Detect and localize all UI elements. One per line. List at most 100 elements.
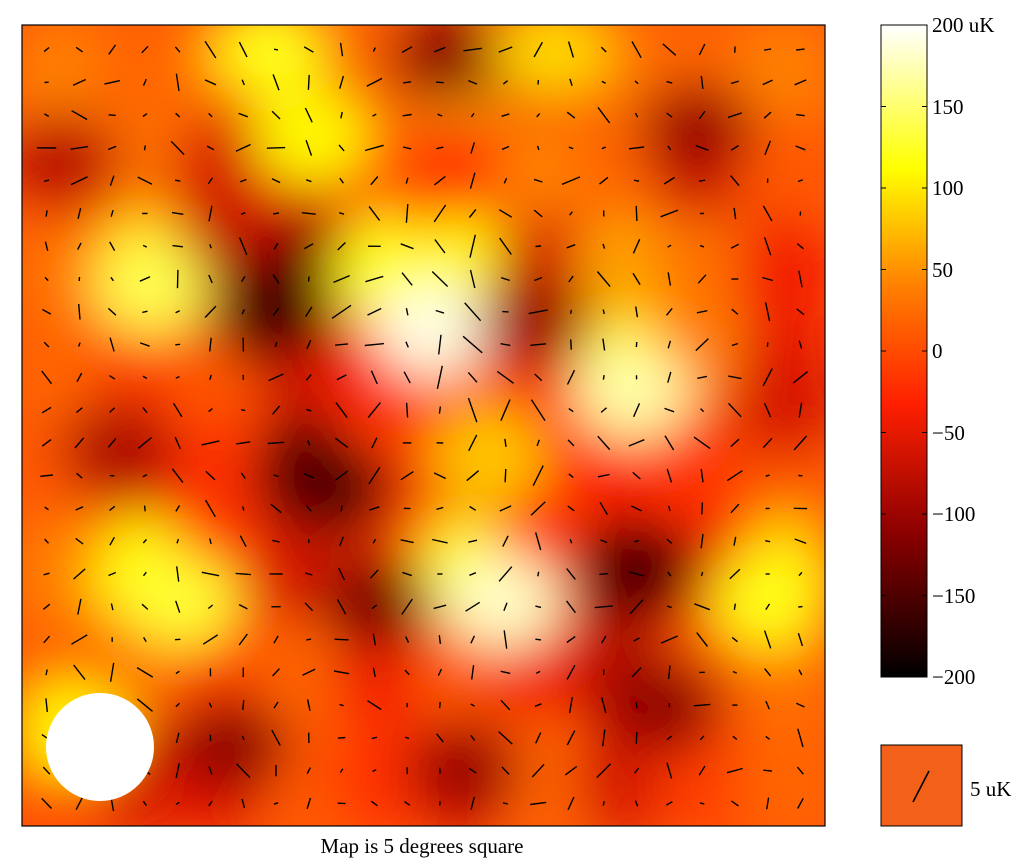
polarization-vector — [436, 365, 443, 390]
polarization-vector — [602, 243, 606, 249]
polarization-vector — [567, 505, 575, 512]
polarization-vector — [470, 796, 475, 810]
polarization-vector — [44, 179, 50, 182]
polarization-vector — [765, 735, 770, 740]
polarization-vector — [502, 80, 509, 85]
polarization-vector — [732, 670, 737, 674]
colorbar-tick-label: 0 — [932, 339, 943, 363]
polarization-vector — [728, 375, 742, 380]
polarization-vector — [367, 402, 381, 419]
polarization-vector — [438, 701, 441, 709]
polarization-vector — [463, 47, 482, 52]
polarization-vector — [43, 47, 50, 53]
polarization-vector — [109, 407, 116, 413]
polarization-vector — [201, 571, 220, 577]
polarization-vector — [503, 177, 508, 184]
polarization-vector — [402, 113, 412, 117]
polarization-vector — [400, 471, 414, 481]
polarization-vector — [109, 375, 116, 380]
polarization-vector — [77, 342, 81, 347]
polarization-vector — [597, 473, 610, 478]
polarization-vector — [175, 702, 180, 708]
polarization-vector — [371, 604, 378, 610]
polarization-vector — [469, 172, 476, 189]
heat-cell — [333, 713, 434, 826]
polarization-vector — [273, 474, 279, 478]
polarization-vector — [271, 178, 281, 184]
polarization-vector — [305, 572, 313, 576]
colorbar-tick-label: −100 — [932, 502, 976, 526]
polarization-vector — [567, 796, 575, 811]
polarization-vector — [468, 539, 478, 543]
map-caption: Map is 5 degrees square — [320, 834, 524, 858]
polarization-vector — [42, 308, 52, 315]
polarization-vector — [660, 635, 678, 644]
polarization-vector — [666, 112, 673, 118]
polarization-vector — [433, 175, 446, 186]
polarization-vector — [72, 78, 86, 86]
polarization-vector — [763, 111, 772, 119]
polarization-vector — [41, 370, 53, 385]
polarization-vector — [270, 503, 282, 514]
cold-spot — [405, 721, 522, 818]
polarization-vector — [208, 205, 213, 222]
polarization-vector — [764, 140, 772, 156]
polarization-vector — [635, 205, 638, 222]
polarization-vector — [668, 505, 671, 512]
polarization-vector — [235, 572, 251, 576]
polarization-vector — [78, 303, 81, 320]
polarization-vector — [405, 308, 409, 316]
polarization-vector — [698, 43, 706, 56]
polarization-vector — [45, 210, 48, 217]
hot-spot — [124, 553, 241, 650]
polarization-vector — [273, 802, 279, 805]
polarization-vector — [566, 635, 576, 644]
polarization-vector — [303, 472, 315, 479]
polarization-vector — [109, 505, 116, 512]
polarization-vector — [205, 470, 216, 481]
polarization-vector — [204, 305, 217, 318]
polarization-vector — [44, 276, 49, 282]
polarization-vector — [175, 73, 180, 92]
polarization-vector — [272, 212, 280, 215]
polarization-vector — [372, 538, 377, 544]
polarization-vector — [730, 243, 740, 249]
polarization-vector — [339, 42, 344, 57]
polarization-vector — [566, 664, 576, 680]
polarization-vector — [470, 734, 476, 741]
polarization-vector — [273, 701, 279, 709]
polarization-vector — [536, 439, 540, 447]
cold-spot — [477, 273, 594, 370]
polarization-vector — [77, 598, 82, 615]
polarization-vector — [797, 728, 804, 748]
polarization-vector — [372, 47, 376, 52]
polarization-vector — [666, 735, 673, 741]
polarization-vector — [41, 439, 52, 447]
polarization-vector — [170, 140, 185, 156]
polarization-vector — [635, 731, 638, 744]
polarization-vector — [765, 474, 770, 477]
polarization-vector — [405, 636, 410, 643]
polarization-vector — [172, 244, 183, 248]
hot-spot — [574, 345, 691, 442]
polarization-vector — [306, 408, 312, 412]
polarization-vector — [536, 145, 540, 151]
polarization-vector — [76, 472, 83, 479]
hot-spot — [445, 553, 562, 650]
polarization-vector — [600, 635, 607, 644]
cold-spot — [172, 697, 289, 794]
polarization-vector — [143, 505, 146, 512]
polarization-vector — [762, 79, 773, 86]
polarization-vector — [305, 373, 312, 381]
polarization-vector — [370, 370, 378, 385]
polarization-vector — [204, 40, 217, 59]
polarization-vector — [796, 766, 804, 775]
polarization-vector — [109, 337, 115, 352]
polarization-vector — [272, 274, 280, 284]
polarization-vector — [401, 46, 413, 54]
polarization-vector — [726, 767, 743, 774]
polarization-vector — [635, 306, 639, 318]
polarization-vector — [436, 146, 444, 150]
polarization-vector — [75, 407, 83, 414]
polarization-vector — [693, 703, 711, 707]
